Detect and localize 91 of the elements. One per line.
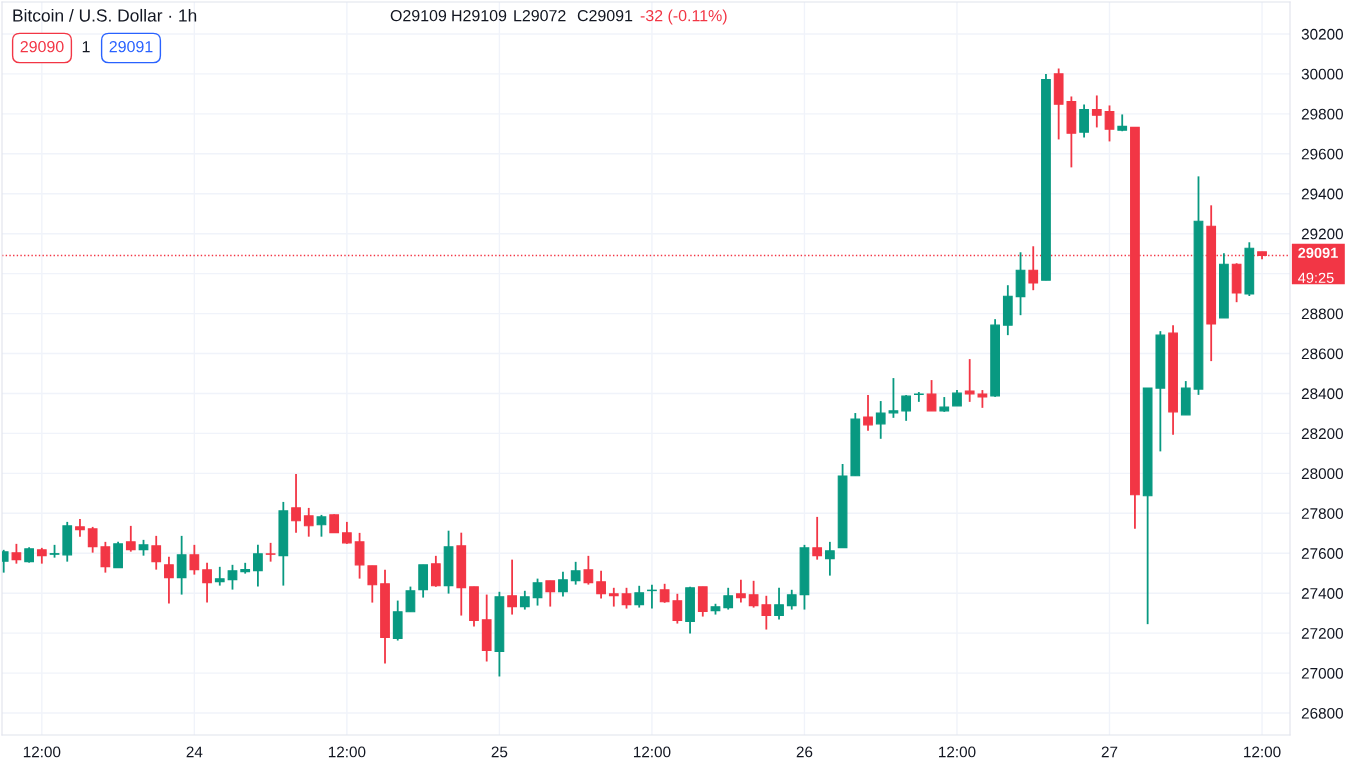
candlestick xyxy=(608,586,619,608)
annotation: -32 (-0.11%) xyxy=(640,9,727,25)
candlestick xyxy=(748,579,759,609)
y-tick-label: 26800 xyxy=(1301,707,1343,719)
candlestick xyxy=(1028,245,1039,292)
candlestick xyxy=(1104,104,1115,143)
candlestick xyxy=(723,586,734,611)
x-tick-label: 12:00 xyxy=(939,746,976,758)
candlestick xyxy=(11,542,22,565)
candlestick xyxy=(558,570,568,598)
candlestick xyxy=(761,594,772,631)
y-tick-label: 29400 xyxy=(1301,188,1343,200)
candlestick xyxy=(583,554,594,586)
candlestick xyxy=(774,586,784,621)
candlestick xyxy=(265,541,276,563)
x-tick-label: 24 xyxy=(186,746,203,758)
candlestick xyxy=(113,540,123,569)
y-tick-label: 29800 xyxy=(1301,108,1343,120)
y-tick-label: 30200 xyxy=(1301,28,1343,40)
candlestick xyxy=(519,589,530,611)
y-tick-label: 28000 xyxy=(1301,468,1343,480)
y-tick-label: 27000 xyxy=(1301,667,1343,679)
candlestick xyxy=(825,540,835,577)
candlestick xyxy=(189,543,200,576)
candlestick xyxy=(354,531,365,580)
annotation: 29091 xyxy=(109,40,153,53)
candlestick xyxy=(291,473,301,534)
candlestick xyxy=(1091,94,1102,129)
ref-line-label: 29091 xyxy=(1298,247,1338,258)
y-tick-label: 28400 xyxy=(1301,388,1343,400)
x-tick-label: 12:00 xyxy=(633,746,671,758)
x-tick-label: 12:00 xyxy=(1244,746,1281,758)
y-tick-label: 28600 xyxy=(1301,348,1343,360)
candlestick xyxy=(659,582,670,604)
candlestick xyxy=(786,588,797,611)
candlestick xyxy=(87,525,98,554)
candlestick xyxy=(367,564,378,604)
x-tick-label: 27 xyxy=(1101,746,1118,758)
candlestick xyxy=(812,515,823,561)
y-tick-label: 29600 xyxy=(1301,148,1343,160)
candlestick xyxy=(672,592,683,625)
text: 49:25 xyxy=(1298,272,1334,283)
x-tick-label: 26 xyxy=(796,746,813,758)
candlestick xyxy=(596,569,606,600)
candlestick xyxy=(342,520,352,545)
y-tick-label: 28800 xyxy=(1301,308,1343,320)
candlestick xyxy=(634,584,645,609)
candlestick xyxy=(532,577,543,607)
y-tick-label: 27400 xyxy=(1301,588,1343,599)
candlestick xyxy=(901,394,912,422)
candlestick xyxy=(545,579,556,608)
annotation: L29072 xyxy=(514,9,566,22)
annotation: 1 xyxy=(82,41,90,53)
x-tick-label: 12:00 xyxy=(23,746,61,758)
candlestick xyxy=(570,560,581,586)
annotation: C29091 xyxy=(577,9,633,22)
x-tick-label: 25 xyxy=(491,746,508,758)
candlestick xyxy=(329,513,340,534)
candlestick xyxy=(303,507,314,538)
y-tick-label: 27200 xyxy=(1301,628,1343,639)
candlestick xyxy=(430,554,441,588)
candlestick xyxy=(405,585,416,613)
y-tick-label: 28200 xyxy=(1301,428,1343,440)
candlestick xyxy=(888,377,899,419)
y-tick-label: 29200 xyxy=(1301,228,1343,240)
candlestick xyxy=(151,534,162,571)
chart-title: Bitcoin / U.S. Dollar · 1h xyxy=(13,8,197,22)
candlestick xyxy=(621,586,632,610)
candlestick xyxy=(736,578,746,604)
annotation: H29109 xyxy=(452,9,507,22)
candlestick xyxy=(176,534,187,596)
candlestick xyxy=(202,561,212,604)
candlestick xyxy=(100,540,111,574)
candlestick xyxy=(1079,103,1089,139)
candlestick xyxy=(125,524,136,553)
candlestick xyxy=(875,400,886,440)
candlestick xyxy=(507,558,517,616)
y-tick-label: 27600 xyxy=(1301,548,1343,559)
candlestick xyxy=(316,513,327,538)
candlestick xyxy=(227,563,238,591)
candlestick xyxy=(863,394,873,432)
annotation: 29090 xyxy=(20,40,64,53)
x-tick-label: 12:00 xyxy=(328,746,366,758)
candlestick xyxy=(253,543,263,588)
candlestick xyxy=(964,358,975,403)
candlestick xyxy=(164,555,174,605)
y-tick-label: 30000 xyxy=(1301,68,1343,80)
annotation: O29109 xyxy=(390,9,447,22)
y-tick-label: 27800 xyxy=(1301,508,1343,519)
candlestick xyxy=(214,565,225,587)
candlestick xyxy=(926,379,937,412)
